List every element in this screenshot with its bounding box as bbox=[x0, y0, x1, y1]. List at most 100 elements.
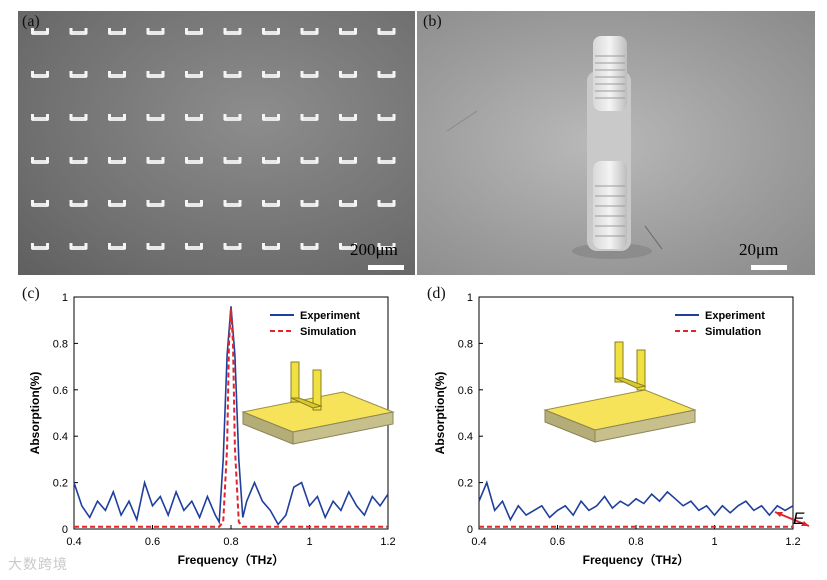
y-tick-label: 0.4 bbox=[458, 431, 473, 443]
sem-structure bbox=[146, 157, 165, 164]
x-tick-label: 0.4 bbox=[471, 536, 486, 548]
sem-structure bbox=[185, 28, 203, 35]
sem-structure bbox=[262, 243, 280, 250]
x-axis-label: Frequency（THz） bbox=[583, 552, 690, 567]
scale-bar-b bbox=[751, 265, 787, 270]
x-tick-label: 0.8 bbox=[223, 536, 238, 548]
sem-structure bbox=[300, 157, 319, 164]
y-tick-label: 0.6 bbox=[53, 385, 68, 397]
panel-b-tag: (b) bbox=[423, 13, 442, 30]
sem-structure bbox=[377, 114, 396, 121]
sem-image-closeup: (b) 20μm bbox=[417, 11, 815, 275]
x-tick-label: 0.8 bbox=[628, 536, 643, 548]
sem-structure bbox=[108, 157, 126, 164]
scale-label-a: 200μm bbox=[350, 240, 398, 259]
y-tick-label: 0.2 bbox=[458, 478, 473, 490]
sem-structure bbox=[69, 28, 88, 35]
sem-structure bbox=[262, 71, 280, 78]
y-axis-label: Absorption(%) bbox=[28, 372, 42, 455]
sem-structure bbox=[146, 114, 165, 121]
sem-structure bbox=[31, 243, 49, 250]
sem-structure bbox=[69, 114, 88, 121]
y-tick-label: 0.8 bbox=[53, 338, 68, 350]
sem-array-structures bbox=[31, 28, 396, 250]
sem-structure bbox=[31, 71, 49, 78]
sem-structure bbox=[69, 243, 88, 250]
scale-bar-a bbox=[368, 265, 404, 270]
chart-absorption-d: 0.4 0.6 0.8 1 1.2 0 0.2 0.4 0.6 0.8 1 Frequency（THz… bbox=[433, 292, 810, 567]
inset-structure-illustration: E bbox=[241, 361, 395, 445]
series-line-simulation bbox=[74, 308, 388, 528]
legend-label: Simulation bbox=[705, 326, 762, 338]
sem-structure bbox=[377, 28, 396, 35]
y-tick-label: 0 bbox=[62, 524, 68, 536]
x-tick-label: 1 bbox=[306, 536, 312, 548]
x-tick-label: 0.4 bbox=[66, 536, 81, 548]
inset-structure-illustration: E bbox=[543, 341, 810, 528]
sem-structure bbox=[339, 157, 357, 164]
watermark-text: 大数跨境 bbox=[8, 556, 68, 572]
sem-structure bbox=[262, 200, 280, 207]
sem-structure bbox=[339, 71, 357, 78]
chart-absorption-c: 0.4 0.6 0.8 1 1.2 0 0.2 0.4 0.6 0.8 1 Frequency（THz… bbox=[28, 292, 396, 567]
sem-structure bbox=[223, 243, 242, 250]
sem-structure bbox=[108, 71, 126, 78]
field-label: E bbox=[793, 509, 805, 528]
legend-label: Simulation bbox=[300, 326, 357, 338]
sem-structure bbox=[31, 157, 49, 164]
sem-structure bbox=[146, 28, 165, 35]
sem-structure bbox=[185, 200, 203, 207]
x-tick-label: 0.6 bbox=[550, 536, 565, 548]
sem-structure bbox=[108, 114, 126, 121]
y-tick-label: 0.8 bbox=[458, 338, 473, 350]
sem-closeup-structure bbox=[446, 36, 663, 259]
sem-image-array: (a) 200μm bbox=[18, 11, 415, 275]
sem-structure bbox=[185, 243, 203, 250]
sem-structure bbox=[69, 71, 88, 78]
sem-structure bbox=[300, 200, 319, 207]
sem-structure bbox=[339, 200, 357, 207]
y-tick-label: 1 bbox=[467, 292, 473, 304]
sem-structure bbox=[146, 71, 165, 78]
sem-structure bbox=[69, 200, 88, 207]
sem-structure bbox=[185, 157, 203, 164]
sem-structure bbox=[300, 243, 319, 250]
x-tick-label: 1 bbox=[711, 536, 717, 548]
panel-c-tag: (c) bbox=[22, 285, 40, 302]
panel-a-tag: (a) bbox=[22, 13, 40, 30]
sem-structure bbox=[339, 28, 357, 35]
sem-structure bbox=[31, 114, 49, 121]
x-tick-label: 1.2 bbox=[380, 536, 395, 548]
sem-structure bbox=[262, 28, 280, 35]
y-tick-label: 0.2 bbox=[53, 478, 68, 490]
sem-structure bbox=[300, 28, 319, 35]
x-tick-label: 0.6 bbox=[145, 536, 160, 548]
sem-structure bbox=[185, 71, 203, 78]
series-line-experiment bbox=[73, 306, 389, 526]
sem-structure bbox=[223, 28, 242, 35]
sem-structure bbox=[377, 71, 396, 78]
x-axis-label: Frequency（THz） bbox=[178, 552, 285, 567]
sem-structure bbox=[223, 71, 242, 78]
sem-structure bbox=[31, 28, 49, 35]
sem-structure bbox=[377, 200, 396, 207]
sem-structure bbox=[223, 157, 242, 164]
sem-structure bbox=[339, 243, 357, 250]
sem-structure bbox=[185, 114, 203, 121]
sem-structure bbox=[108, 28, 126, 35]
sem-structure bbox=[339, 114, 357, 121]
legend-label: Experiment bbox=[300, 310, 360, 322]
y-tick-label: 0.4 bbox=[53, 431, 68, 443]
scale-label-b: 20μm bbox=[739, 240, 779, 259]
y-tick-label: 0.6 bbox=[458, 385, 473, 397]
sem-structure bbox=[377, 243, 396, 250]
sem-structure bbox=[223, 114, 242, 121]
sem-structure bbox=[31, 200, 49, 207]
sem-structure bbox=[146, 200, 165, 207]
y-axis-label: Absorption(%) bbox=[433, 372, 447, 455]
sem-structure bbox=[108, 200, 126, 207]
sem-structure bbox=[377, 157, 396, 164]
sem-structure bbox=[300, 114, 319, 121]
sem-structure bbox=[300, 71, 319, 78]
sem-structure bbox=[223, 200, 242, 207]
